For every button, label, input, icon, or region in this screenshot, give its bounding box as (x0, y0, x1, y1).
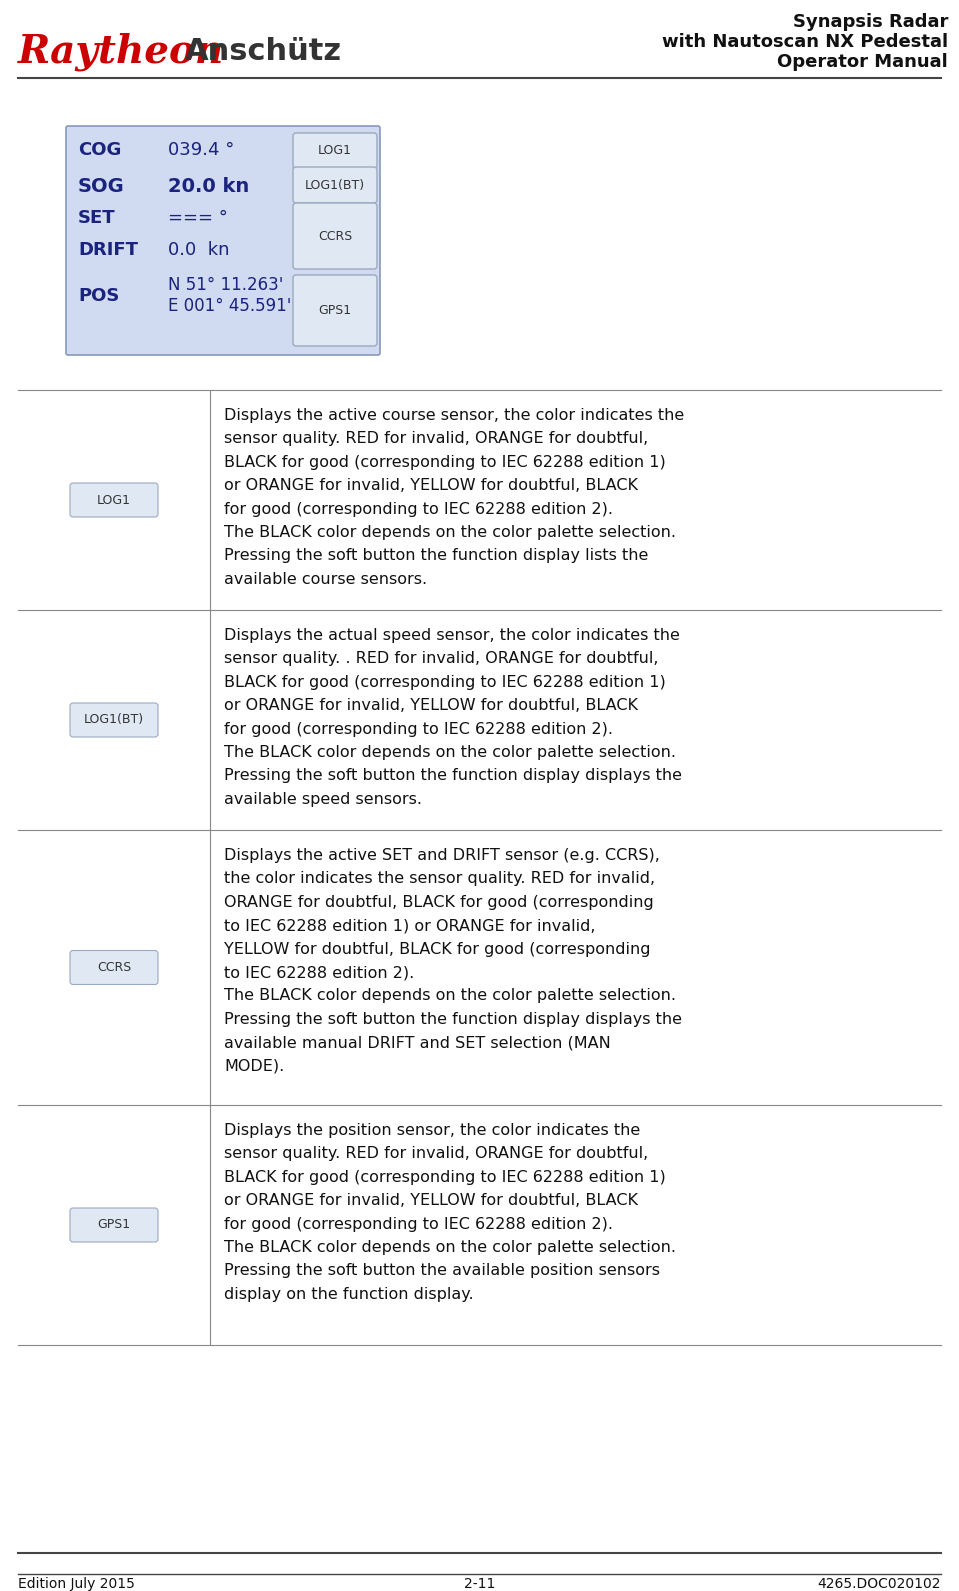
Text: N 51° 11.263': N 51° 11.263' (168, 275, 283, 294)
Text: Displays the active SET and DRIFT sensor (e.g. CCRS),
the color indicates the se: Displays the active SET and DRIFT sensor… (224, 848, 682, 1074)
Text: with Nautoscan NX Pedestal: with Nautoscan NX Pedestal (662, 33, 948, 51)
FancyBboxPatch shape (70, 950, 158, 985)
Text: GPS1: GPS1 (318, 304, 352, 317)
Text: 20.0 kn: 20.0 kn (168, 177, 249, 196)
FancyBboxPatch shape (293, 204, 377, 269)
Text: LOG1: LOG1 (318, 145, 352, 158)
FancyBboxPatch shape (293, 167, 377, 204)
Text: GPS1: GPS1 (98, 1219, 130, 1231)
Text: Raytheon: Raytheon (18, 33, 224, 72)
FancyBboxPatch shape (70, 1208, 158, 1243)
Text: Edition July 2015: Edition July 2015 (18, 1577, 135, 1591)
Text: SET: SET (78, 208, 116, 228)
Text: CCRS: CCRS (317, 229, 352, 242)
Text: LOG1(BT): LOG1(BT) (305, 178, 365, 191)
Text: 039.4 °: 039.4 ° (168, 142, 234, 159)
Text: Synapsis Radar: Synapsis Radar (793, 13, 948, 30)
Text: DRIFT: DRIFT (78, 240, 138, 259)
FancyBboxPatch shape (70, 703, 158, 737)
FancyBboxPatch shape (66, 126, 380, 355)
Text: POS: POS (78, 286, 119, 305)
Text: 0.0  kn: 0.0 kn (168, 240, 229, 259)
Text: Displays the actual speed sensor, the color indicates the
sensor quality. . RED : Displays the actual speed sensor, the co… (224, 628, 682, 807)
Text: SOG: SOG (78, 177, 125, 196)
FancyBboxPatch shape (70, 484, 158, 517)
Text: CCRS: CCRS (97, 961, 131, 974)
Text: COG: COG (78, 142, 122, 159)
Text: === °: === ° (168, 208, 228, 228)
Text: LOG1: LOG1 (97, 493, 131, 506)
FancyBboxPatch shape (293, 134, 377, 169)
Text: LOG1(BT): LOG1(BT) (84, 713, 144, 727)
Text: 4265.DOC020102: 4265.DOC020102 (817, 1577, 941, 1591)
Text: 2-11: 2-11 (464, 1577, 495, 1591)
Text: Displays the active course sensor, the color indicates the
sensor quality. RED f: Displays the active course sensor, the c… (224, 407, 685, 587)
FancyBboxPatch shape (293, 275, 377, 345)
Text: E 001° 45.591': E 001° 45.591' (168, 298, 292, 315)
Text: Displays the position sensor, the color indicates the
sensor quality. RED for in: Displays the position sensor, the color … (224, 1123, 676, 1301)
Text: Operator Manual: Operator Manual (777, 53, 948, 72)
Text: Anschütz: Anschütz (185, 38, 342, 67)
